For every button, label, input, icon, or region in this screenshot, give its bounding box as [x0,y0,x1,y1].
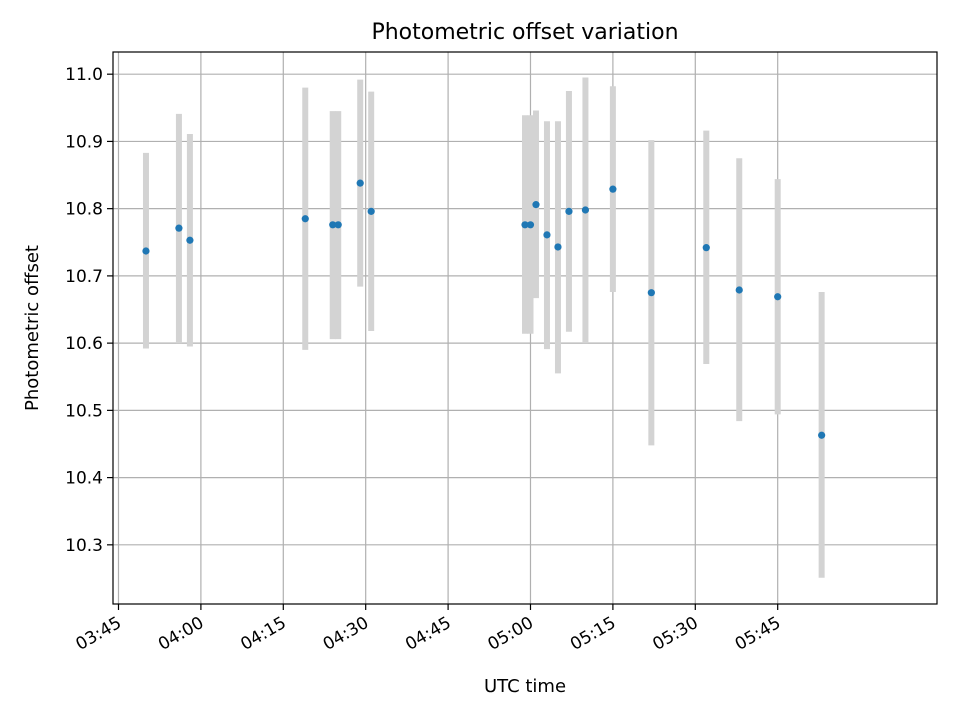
chart-title: Photometric offset variation [371,20,678,45]
data-point [532,201,540,209]
data-point [521,221,529,229]
y-tick-label: 10.8 [65,200,103,220]
y-tick-label: 10.7 [65,267,103,287]
y-tick-label: 10.5 [65,401,103,421]
data-point [543,231,551,239]
data-point [175,224,183,232]
data-points [142,179,826,439]
data-point [356,179,364,187]
data-point [526,221,535,229]
data-point [367,207,375,215]
y-tick-label: 10.4 [65,469,103,489]
plot-frame [112,51,938,605]
y-tick-label: 10.3 [65,536,103,556]
data-point [581,206,590,214]
data-point [818,431,826,439]
data-point [554,243,562,251]
data-point [301,215,309,223]
data-point [565,207,573,215]
data-point [334,221,342,229]
data-point [609,185,617,193]
data-point [735,286,743,294]
y-axis-label: Photometric offset [22,245,43,411]
y-tick-label: 10.9 [65,132,103,152]
x-axis-label: UTC time [484,676,566,697]
data-point [774,293,782,301]
data-point [647,289,655,297]
data-point [702,244,710,252]
data-point [142,247,150,255]
y-tick-label: 11.0 [65,65,103,85]
y-tick-label: 10.6 [65,334,103,354]
data-point [329,221,337,229]
data-point [186,236,194,244]
